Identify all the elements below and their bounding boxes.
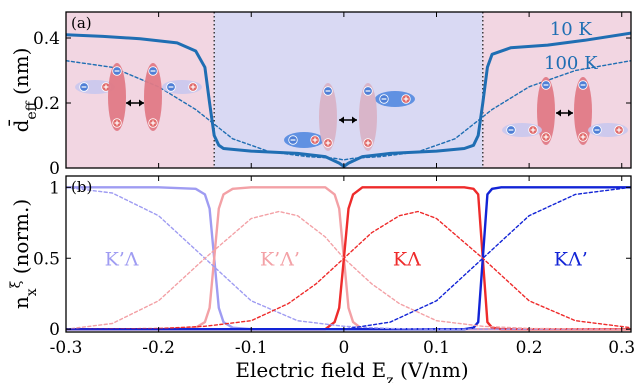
arrow-head-icon xyxy=(556,109,561,117)
series-annotation: KΛ’ xyxy=(554,248,588,270)
series-line-K-dashed xyxy=(66,60,631,161)
y-tick-label: 0.2 xyxy=(33,94,60,114)
x-axis-label: Electric field Ez (V/nm) xyxy=(235,358,468,383)
panel-label: (b) xyxy=(71,178,92,196)
series-annotation: KΛ xyxy=(393,248,421,270)
x-tick-label: -0.1 xyxy=(235,338,268,358)
plot-frame xyxy=(65,11,632,169)
series-annotation: K’Λ’ xyxy=(260,248,300,270)
exciton-schematics xyxy=(75,63,628,151)
shaded-region xyxy=(214,12,483,168)
y-tick-label: 0 xyxy=(49,320,60,340)
exciton-ellipse-icon xyxy=(359,83,377,151)
arrow-head-icon xyxy=(352,116,357,124)
y-axis-label: d̄eff (nm) xyxy=(8,48,40,133)
y-axis-label: nxξ (norm.) xyxy=(8,199,40,309)
y-tick-label: 0.5 xyxy=(33,249,60,269)
curves xyxy=(66,186,631,331)
arrow-head-icon xyxy=(568,109,573,117)
x-tick-label: 0.2 xyxy=(516,338,543,358)
y-tick-label: 0.4 xyxy=(33,29,60,49)
panel-b: 0 0.5 1 -0.3 -0.2 -0.1 0 0.1 0.2 0.3 (b) nxξ (norm.… xyxy=(8,175,635,358)
series-annotation: K’Λ xyxy=(105,248,139,270)
x-tick-label: 0 xyxy=(338,338,349,358)
plot-frame xyxy=(65,175,632,333)
x-tick-label: -0.2 xyxy=(142,338,175,358)
series-label-100K: 100 K xyxy=(544,53,598,74)
exciton-ellipse-icon xyxy=(574,77,592,145)
y-tick-label: 1 xyxy=(49,178,60,198)
exciton-ellipse-icon xyxy=(537,77,555,145)
arrow-head-icon xyxy=(126,99,131,107)
series-line-K-solid xyxy=(66,186,631,331)
panel-label: (a) xyxy=(71,14,92,32)
series-line-K-dashed xyxy=(66,186,631,330)
exciton-ellipse-icon xyxy=(319,83,337,151)
x-tick-label: 0.3 xyxy=(608,338,635,358)
x-tick-label: -0.3 xyxy=(50,338,83,358)
series-line-K-dashed xyxy=(66,210,631,330)
exciton-ellipse-icon xyxy=(108,63,126,131)
arrow-head-icon xyxy=(339,116,344,124)
y-tick-label: 0 xyxy=(49,159,60,179)
arrow-head-icon xyxy=(139,99,144,107)
panel-a: 0 0.2 0.4 (a) d̄eff (nm) 10 K 100 K xyxy=(8,11,632,179)
exciton-ellipse-icon xyxy=(144,63,162,131)
series-line-K-dashed xyxy=(66,210,631,330)
x-tick-label: 0.1 xyxy=(423,338,450,358)
series-label-10K: 10 K xyxy=(550,19,593,40)
